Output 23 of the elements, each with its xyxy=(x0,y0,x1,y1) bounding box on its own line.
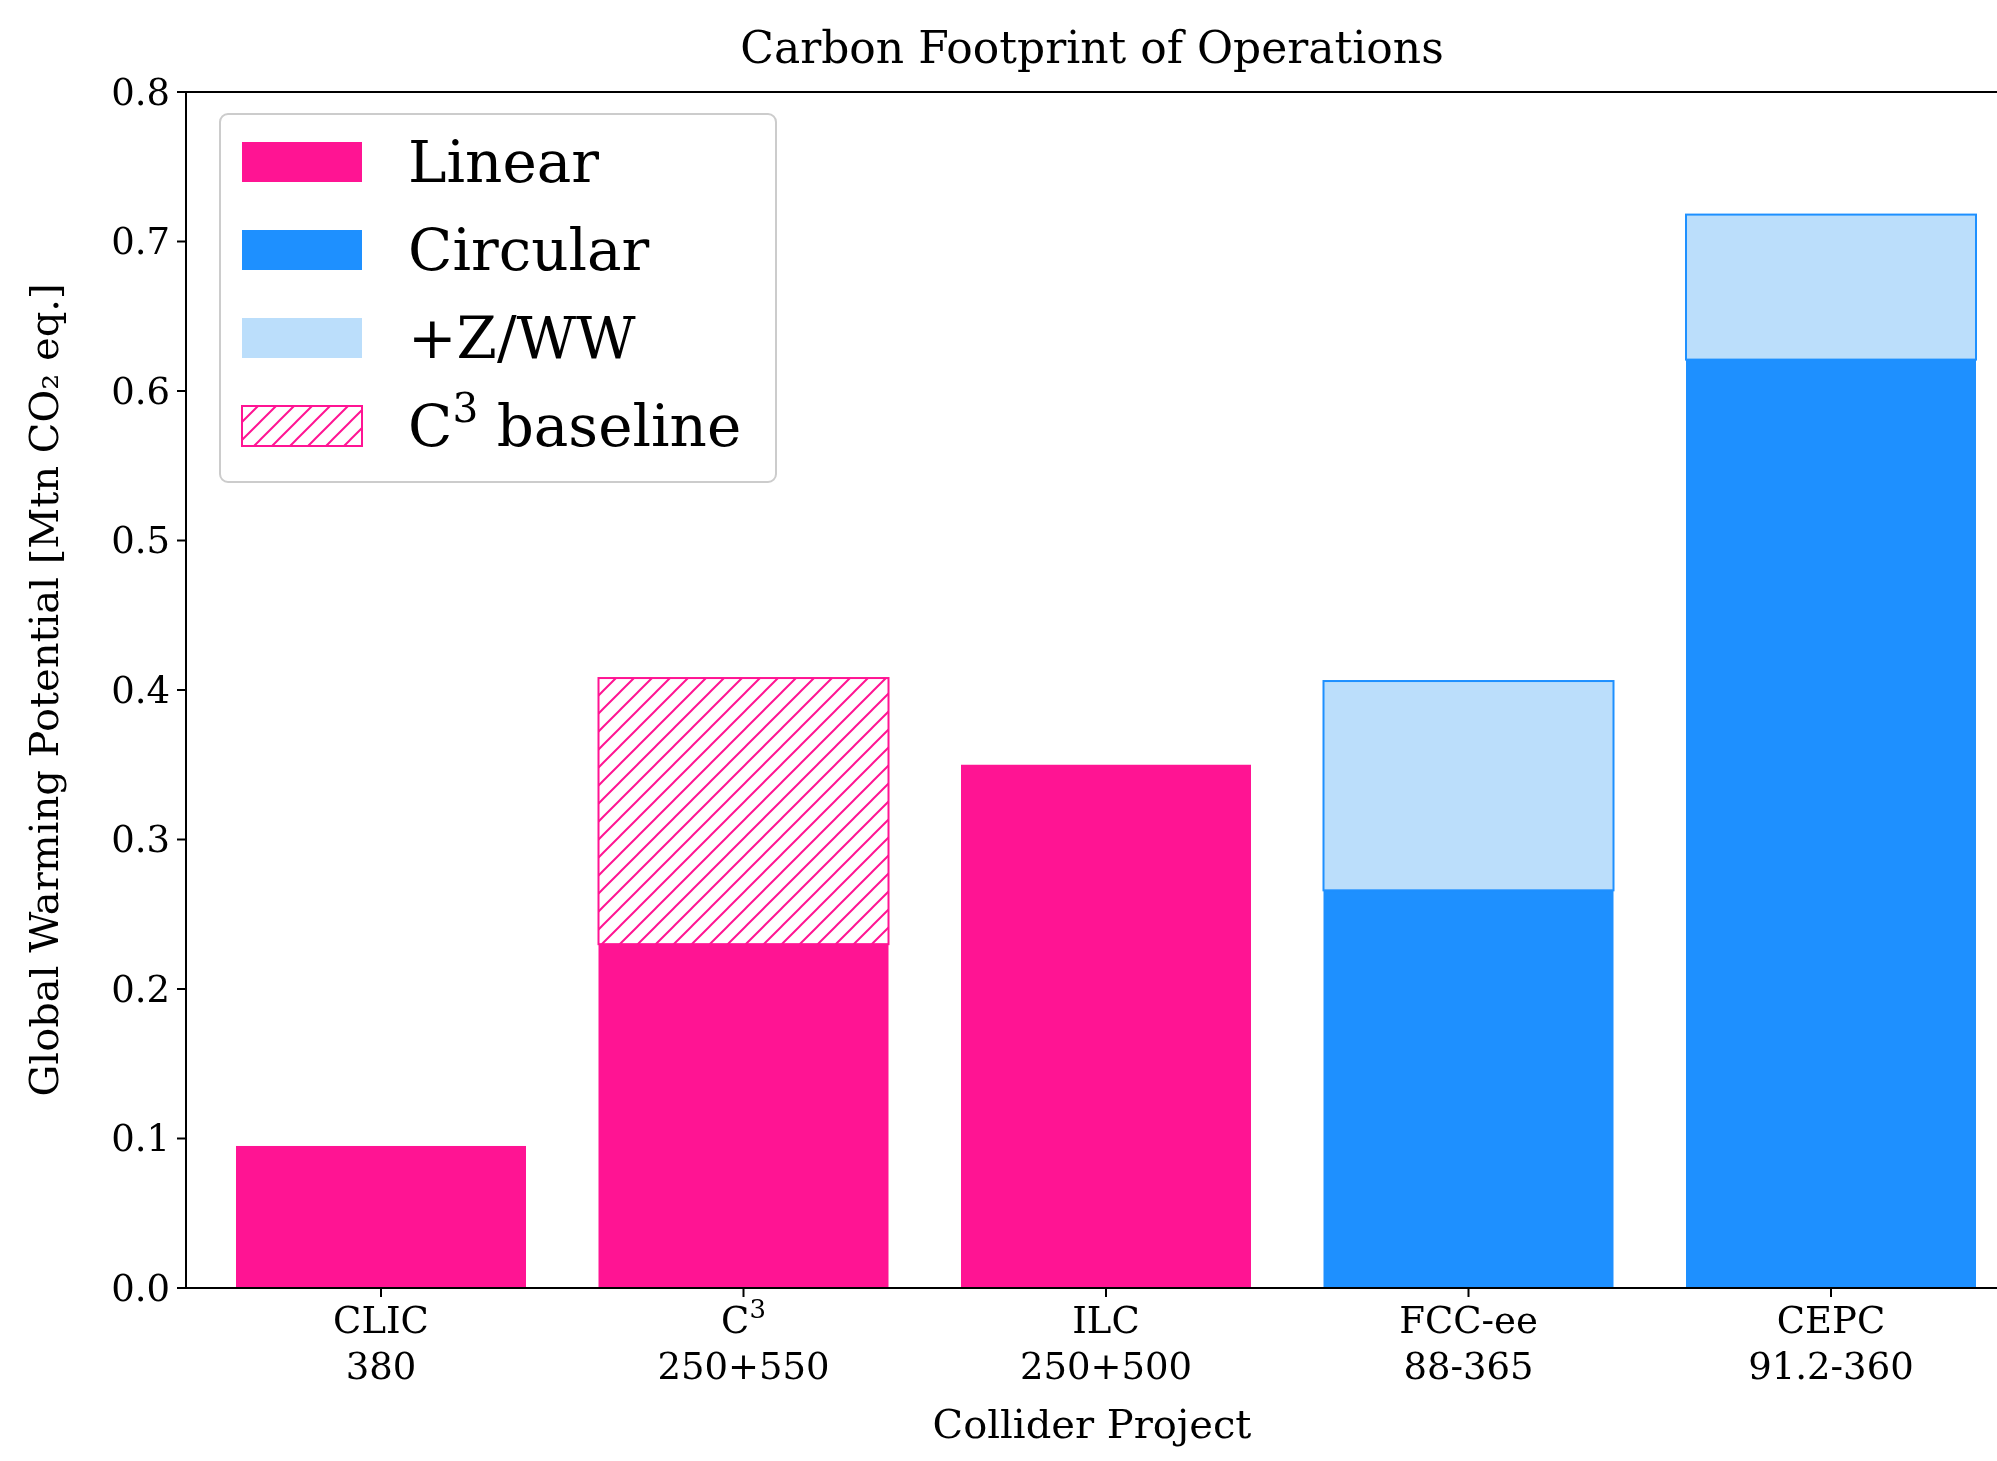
y-tick-label: 0.0 xyxy=(111,1266,170,1310)
y-tick-label: 0.7 xyxy=(111,220,170,264)
legend-label: +Z/WW xyxy=(408,304,637,373)
x-tick-label: CEPC 91.2-360 xyxy=(1748,1299,1914,1388)
x-tick-label: FCC-ee 88-365 xyxy=(1399,1299,1538,1388)
x-tick-label: CLIC 380 xyxy=(333,1299,429,1388)
bar xyxy=(961,764,1251,1288)
y-tick-label: 0.1 xyxy=(111,1117,170,1161)
y-tick-label: 0.2 xyxy=(111,967,170,1011)
legend-label: C$^{3}$ baseline xyxy=(408,384,742,461)
chart-title: Carbon Footprint of Operations xyxy=(740,22,1444,73)
x-tick-label: ILC 250+500 xyxy=(1019,1299,1193,1388)
legend-label: Linear xyxy=(408,128,600,197)
bar xyxy=(236,1145,526,1288)
x-axis-title: Collider Project xyxy=(932,1401,1252,1447)
y-axis-title: Global Warming Potential [Mtn CO₂ eq.] xyxy=(21,283,67,1097)
x-tick-label: C$^{3}$ 250+550 xyxy=(657,1294,830,1388)
legend-label: Circular xyxy=(408,216,650,285)
y-tick-label: 0.3 xyxy=(111,818,170,862)
y-tick-label: 0.8 xyxy=(111,70,170,114)
y-tick-label: 0.4 xyxy=(111,668,170,712)
y-tick-label: 0.5 xyxy=(111,519,170,563)
y-tick-label: 0.6 xyxy=(111,369,170,413)
